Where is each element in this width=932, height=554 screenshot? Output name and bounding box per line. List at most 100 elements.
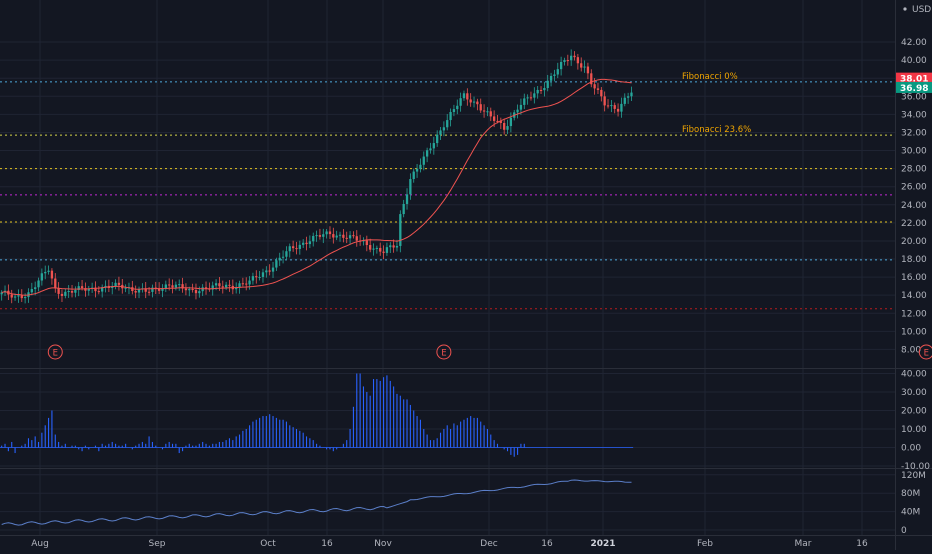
candle[interactable] (44, 265, 47, 280)
candle[interactable] (17, 289, 20, 303)
candle[interactable] (221, 280, 224, 294)
candle[interactable] (164, 280, 167, 293)
candle[interactable] (352, 231, 355, 239)
candle[interactable] (181, 277, 184, 293)
candle[interactable] (519, 98, 523, 115)
candle[interactable] (446, 114, 449, 131)
candle[interactable] (265, 266, 268, 278)
candle[interactable] (241, 277, 245, 287)
candle[interactable] (479, 98, 482, 113)
candle[interactable] (104, 280, 107, 293)
candle[interactable] (439, 127, 442, 141)
candle[interactable] (442, 121, 446, 137)
candle[interactable] (117, 276, 121, 291)
candle[interactable] (342, 229, 345, 243)
candle[interactable] (258, 270, 261, 281)
candle[interactable] (74, 286, 77, 298)
candle[interactable] (281, 250, 285, 264)
candle[interactable] (556, 62, 559, 79)
candle[interactable] (64, 288, 67, 299)
candle[interactable] (137, 286, 141, 299)
candle[interactable] (204, 281, 208, 295)
candle[interactable] (365, 235, 368, 252)
candle[interactable] (620, 97, 623, 118)
candle[interactable] (37, 277, 40, 292)
candle[interactable] (456, 99, 459, 115)
candle[interactable] (489, 107, 492, 122)
candle[interactable] (87, 285, 90, 296)
candle[interactable] (178, 279, 181, 291)
candle[interactable] (84, 282, 87, 297)
candle[interactable] (345, 231, 348, 244)
candle[interactable] (248, 276, 251, 290)
candle[interactable] (375, 245, 379, 254)
candle[interactable] (255, 270, 258, 284)
candle[interactable] (583, 60, 586, 73)
candle[interactable] (466, 88, 469, 106)
candle[interactable] (308, 235, 312, 249)
candle[interactable] (348, 231, 352, 245)
candle[interactable] (606, 99, 610, 109)
candle[interactable] (452, 104, 456, 117)
candle[interactable] (67, 285, 70, 298)
candle[interactable] (626, 92, 630, 104)
candle[interactable] (576, 53, 580, 70)
candle[interactable] (318, 228, 322, 240)
volume-layer[interactable] (1, 479, 632, 526)
candle[interactable] (516, 104, 519, 119)
candle[interactable] (312, 232, 315, 247)
candle[interactable] (610, 100, 613, 113)
candle[interactable] (603, 91, 606, 112)
candle[interactable] (409, 173, 412, 200)
candle[interactable] (549, 72, 553, 87)
candle[interactable] (275, 257, 278, 271)
candle[interactable] (224, 281, 228, 290)
earnings-marker-1[interactable]: E (436, 344, 452, 360)
candle[interactable] (543, 81, 546, 97)
candle[interactable] (509, 112, 513, 133)
candle[interactable] (616, 103, 620, 117)
candle[interactable] (101, 284, 104, 298)
candle[interactable] (476, 98, 479, 111)
candle[interactable] (586, 62, 590, 80)
candle[interactable] (559, 56, 563, 76)
candle[interactable] (10, 289, 13, 304)
candle[interactable] (302, 239, 305, 248)
candle[interactable] (389, 242, 392, 254)
candle[interactable] (245, 277, 248, 291)
candle[interactable] (472, 96, 476, 108)
candle[interactable] (506, 119, 509, 135)
candle[interactable] (54, 273, 57, 293)
candle[interactable] (328, 226, 332, 240)
candle[interactable] (369, 238, 372, 253)
candle[interactable] (332, 227, 335, 244)
candle[interactable] (499, 117, 502, 130)
candle[interactable] (429, 142, 432, 154)
candle[interactable] (630, 86, 633, 101)
candle[interactable] (57, 282, 60, 299)
candle[interactable] (174, 281, 178, 291)
candle[interactable] (322, 228, 325, 244)
earnings-marker-2[interactable]: E (918, 344, 932, 360)
candle[interactable] (298, 240, 301, 255)
candle[interactable] (194, 283, 198, 300)
candle[interactable] (425, 147, 429, 163)
candle[interactable] (40, 268, 44, 286)
candle[interactable] (395, 239, 399, 252)
oscillator-layer[interactable] (0, 373, 634, 457)
candle[interactable] (30, 282, 33, 296)
candle[interactable] (124, 284, 127, 293)
candle[interactable] (251, 272, 255, 285)
candle[interactable] (335, 230, 338, 241)
moving-average-line[interactable] (1, 78, 632, 296)
candle[interactable] (171, 279, 174, 294)
candle[interactable] (338, 231, 342, 242)
candle[interactable] (0, 290, 3, 301)
candle[interactable] (379, 242, 382, 256)
candle[interactable] (596, 82, 600, 95)
candle[interactable] (503, 118, 506, 135)
candle[interactable] (600, 87, 603, 102)
candle[interactable] (573, 51, 576, 61)
candle[interactable] (529, 91, 533, 101)
candle[interactable] (392, 239, 395, 253)
